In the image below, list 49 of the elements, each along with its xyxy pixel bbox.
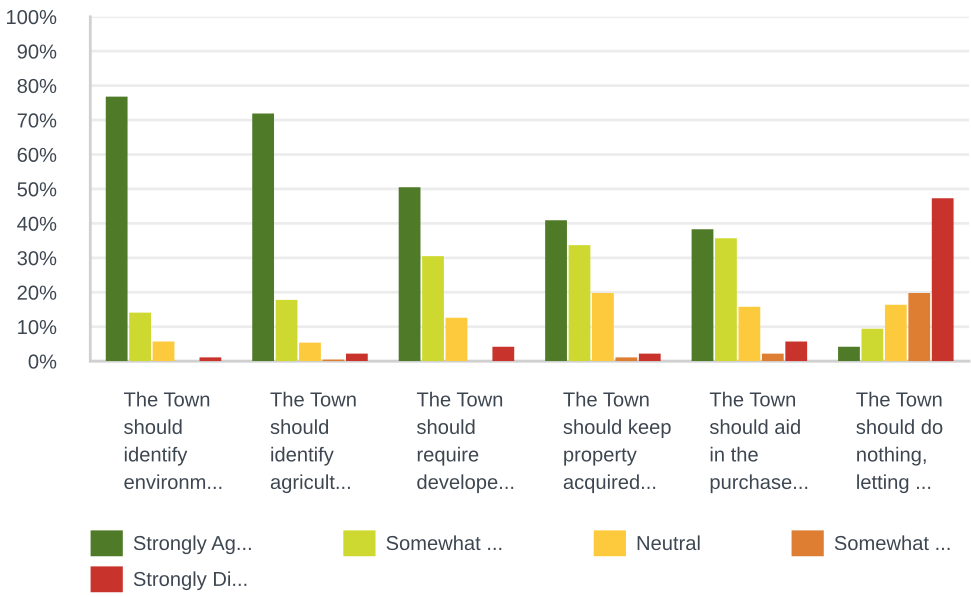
x-tick-label: The Town should identify environm... xyxy=(124,392,222,490)
bar xyxy=(106,96,128,362)
bar xyxy=(398,187,420,362)
bar xyxy=(446,318,468,362)
x-tick-label: The Town should aid in the purchase... xyxy=(710,392,808,494)
y-tick-label: 20% xyxy=(18,286,56,300)
bar xyxy=(615,357,638,362)
legend-label: Neutral xyxy=(638,535,700,550)
x-tick-label: The Town should require develope... xyxy=(416,392,514,494)
x-tick-label: The Town should do nothing, letting ... xyxy=(856,392,942,494)
bar xyxy=(299,342,321,362)
y-tick-label: 30% xyxy=(17,251,56,266)
y-tick-label: 80% xyxy=(18,78,56,94)
y-tick-label: 60% xyxy=(18,148,56,162)
bar xyxy=(785,342,808,362)
bar xyxy=(738,306,760,362)
bar xyxy=(152,342,174,362)
bar xyxy=(568,245,590,362)
bar xyxy=(838,346,860,362)
y-tick-label: 70% xyxy=(18,113,56,128)
y-tick-label: 90% xyxy=(18,44,56,59)
y-tick-label: 10% xyxy=(18,320,56,334)
bar xyxy=(492,346,514,362)
bar xyxy=(545,220,567,362)
y-tick-label: 40% xyxy=(17,216,56,231)
legend-label: Strongly Di... xyxy=(134,571,246,590)
legend-label: Somewhat ... xyxy=(386,535,502,550)
y-tick-label: 50% xyxy=(17,182,56,196)
y-tick-label: 0% xyxy=(28,354,56,369)
bar xyxy=(715,238,737,362)
x-tick-label: The Town should identify agricult... xyxy=(270,392,356,494)
bar xyxy=(129,312,151,362)
x-tick-label: The Town should keep property acquired... xyxy=(563,392,671,494)
bar xyxy=(422,256,444,362)
bar xyxy=(276,300,298,362)
bar xyxy=(932,198,954,362)
legend-label: Somewhat ... xyxy=(834,535,950,550)
bar xyxy=(908,292,930,362)
bar xyxy=(200,357,222,362)
y-tick-label: 100% xyxy=(7,10,56,24)
bar xyxy=(692,229,714,362)
bar xyxy=(862,328,884,362)
bar xyxy=(346,354,368,362)
bar xyxy=(252,114,274,362)
bar xyxy=(762,354,784,362)
bar xyxy=(592,292,614,362)
bar xyxy=(884,304,907,362)
bar xyxy=(638,354,661,362)
legend-label: Strongly Ag... xyxy=(134,535,251,554)
